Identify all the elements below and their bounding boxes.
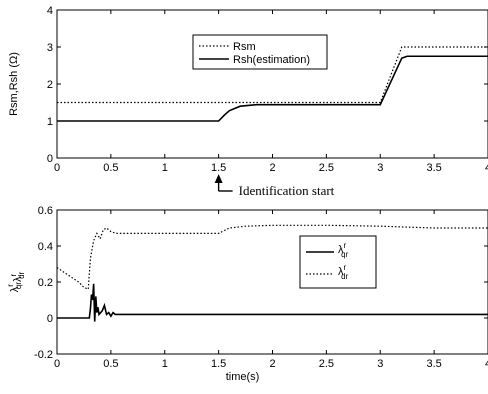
bottom-y-axis-label: λrqrλrdr	[6, 271, 26, 292]
bottom-series-dotted-line	[56, 224, 488, 291]
top-series-solid-line	[57, 55, 488, 122]
bottom-x-axis-label: time(s)	[226, 371, 260, 383]
bottom-x-tick-label: 0.5	[103, 358, 118, 370]
top-plot-frame	[56, 9, 488, 159]
bottom-x-tick-label: 3	[377, 358, 383, 370]
top-legend-box	[192, 34, 328, 70]
bottom-series	[56, 224, 488, 322]
top-x-tick-label: 1	[162, 162, 168, 174]
top-series	[57, 46, 488, 122]
resistance-chart: 0 0.5 1 1.5 2 2.5 3 3.5 4 0 1 2 3 4 Rsm,Rsh (Ω) RsmRs…	[8, 5, 488, 198]
top-y-tick-label: 0	[47, 153, 53, 165]
bottom-x-tick-label: 3.5	[426, 358, 441, 370]
bottom-series-solid-line	[57, 283, 488, 322]
bottom-plot-frame	[56, 209, 488, 355]
top-x-tick-label: 2	[269, 162, 275, 174]
bottom-legend: λr qr λr dr	[299, 235, 377, 289]
top-legend-label: Rsh(estimation)	[233, 54, 310, 66]
bottom-axis-ticks	[56, 209, 488, 355]
top-tick-labels: 0 0.5 1 1.5 2 2.5 3 3.5 4 0 1 2 3 4	[47, 5, 488, 174]
top-y-axis-label: Rsm,Rsh (Ω)	[8, 52, 20, 116]
bottom-y-tick-label: 0.2	[38, 277, 53, 289]
top-series-dotted-line	[57, 46, 488, 104]
top-x-tick-label: 2.5	[319, 162, 334, 174]
bottom-x-tick-label: 0	[54, 358, 60, 370]
bottom-x-tick-label: 2	[269, 358, 275, 370]
bottom-legend-label: λr dr	[338, 263, 349, 281]
annotation-label: Identification start	[239, 183, 335, 198]
bottom-x-tick-label: 4	[485, 358, 488, 370]
top-x-tick-label: 4	[485, 162, 488, 174]
top-x-tick-label: 0	[54, 162, 60, 174]
top-x-tick-label: 0.5	[103, 162, 118, 174]
bottom-x-tick-label: 1	[162, 358, 168, 370]
bottom-y-tick-label: 0.6	[38, 205, 53, 217]
identification-start-annotation: Identification start	[214, 174, 335, 198]
bottom-x-tick-label: 2.5	[319, 358, 334, 370]
bottom-y-axis-label-text: λrqrλrdr	[6, 271, 26, 292]
bottom-y-tick-label: 0	[47, 313, 53, 325]
top-y-tick-label: 1	[47, 116, 53, 128]
top-x-tick-label: 1.5	[211, 162, 226, 174]
top-y-tick-label: 2	[47, 79, 53, 91]
top-x-tick-label: 3.5	[426, 162, 441, 174]
bottom-legend-label: λr qr	[338, 241, 349, 259]
bottom-legend-box	[299, 235, 377, 289]
bottom-x-tick-label: 1.5	[211, 358, 226, 370]
flux-chart: 00.511.522.533.54-0.200.20.40.6 time(s) …	[6, 205, 488, 383]
top-y-tick-label: 4	[47, 5, 53, 17]
top-axis-ticks	[56, 9, 488, 159]
bottom-tick-labels: 00.511.522.533.54-0.200.20.40.6	[34, 205, 488, 370]
bottom-y-tick-label: 0.4	[38, 241, 53, 253]
top-legend-label: Rsm	[233, 41, 256, 53]
top-y-tick-label: 3	[47, 42, 53, 54]
bottom-y-tick-label: -0.2	[34, 349, 53, 361]
top-x-tick-label: 3	[377, 162, 383, 174]
arrow-up-icon	[214, 174, 223, 183]
